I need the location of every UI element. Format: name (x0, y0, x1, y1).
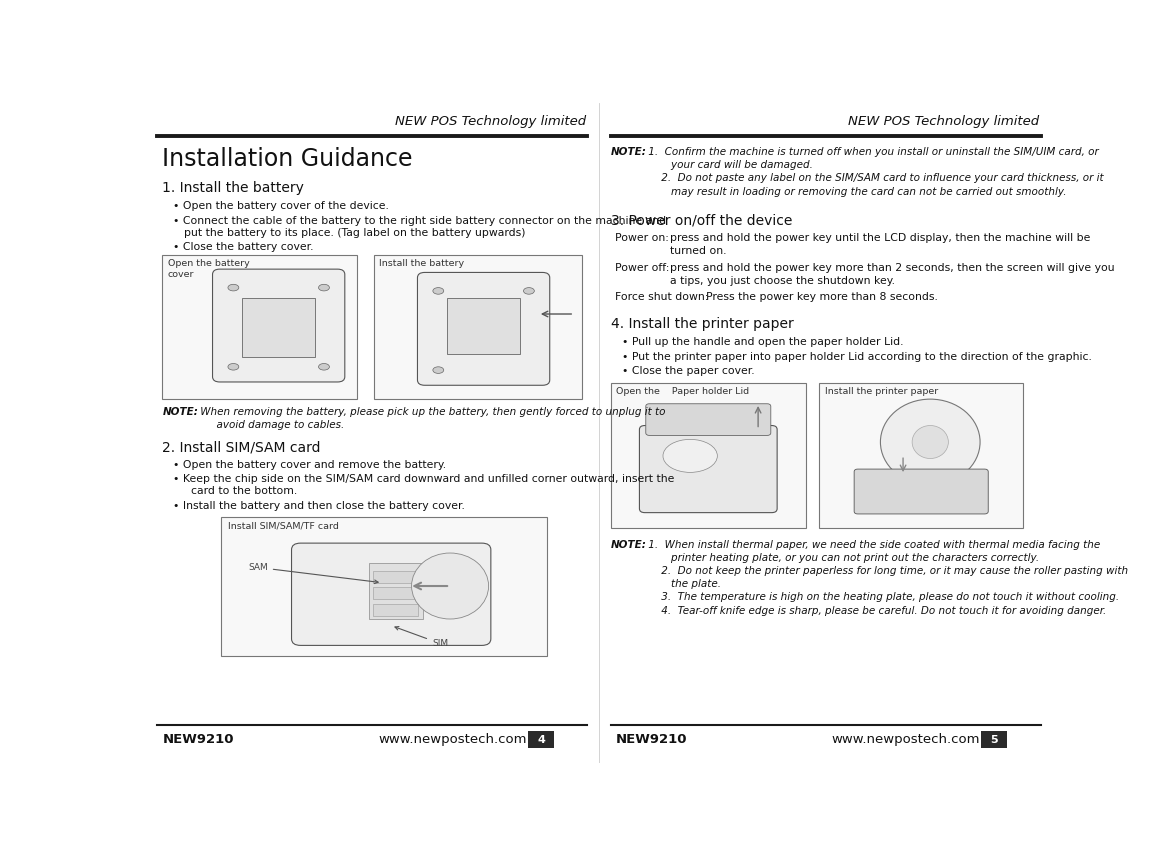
Bar (242, 297, 314, 357)
Ellipse shape (433, 288, 444, 294)
Text: Press the power key more than 8 seconds.: Press the power key more than 8 seconds. (706, 292, 938, 303)
Ellipse shape (228, 363, 238, 370)
Text: press and hold the power key more than 2 seconds, then the screen will give you: press and hold the power key more than 2… (670, 262, 1114, 273)
Text: 4.  Tear-off knife edge is sharp, please be careful. Do not touch it for avoidin: 4. Tear-off knife edge is sharp, please … (645, 606, 1107, 615)
Text: Open the    Paper holder Lid: Open the Paper holder Lid (616, 387, 749, 396)
Bar (611, 382, 805, 528)
Text: card to the bottom.: card to the bottom. (185, 486, 297, 496)
Bar (819, 382, 1023, 528)
Ellipse shape (524, 288, 534, 294)
Text: NOTE:: NOTE: (162, 407, 199, 417)
Bar (373, 604, 419, 615)
Text: 4. Install the printer paper: 4. Install the printer paper (611, 317, 794, 332)
Text: may result in loading or removing the card can not be carried out smoothly.: may result in loading or removing the ca… (645, 187, 1067, 196)
Ellipse shape (433, 367, 444, 374)
Text: put the battery to its place. (Tag label on the battery upwards): put the battery to its place. (Tag label… (185, 228, 526, 237)
Bar (368, 563, 423, 619)
Text: 1.  Confirm the machine is turned off when you install or uninstall the SIM/UIM : 1. Confirm the machine is turned off whe… (645, 147, 1099, 157)
Text: • Open the battery cover and remove the battery.: • Open the battery cover and remove the … (173, 460, 447, 470)
Ellipse shape (318, 363, 330, 370)
Text: Open the battery
cover: Open the battery cover (168, 259, 250, 279)
Text: SAM: SAM (248, 563, 378, 584)
Bar (373, 571, 419, 583)
Text: • Pull up the handle and open the paper holder Lid.: • Pull up the handle and open the paper … (622, 337, 904, 347)
Bar (448, 297, 520, 354)
Text: • Connect the cable of the battery to the right side battery connector on the ma: • Connect the cable of the battery to th… (173, 216, 666, 225)
Text: Install the battery: Install the battery (379, 259, 464, 268)
Text: the plate.: the plate. (645, 579, 721, 590)
Text: your card will be damaged.: your card will be damaged. (645, 160, 814, 171)
Text: Installation Guidance: Installation Guidance (162, 147, 413, 171)
Text: 3.  The temperature is high on the heating plate, please do not touch it without: 3. The temperature is high on the heatin… (645, 592, 1120, 602)
Text: NOTE:: NOTE: (611, 540, 646, 549)
Text: Power off:: Power off: (615, 262, 670, 273)
Text: NEW9210: NEW9210 (615, 733, 687, 746)
Text: 1. Install the battery: 1. Install the battery (162, 182, 304, 195)
Text: turned on.: turned on. (670, 246, 726, 256)
Text: 5: 5 (990, 734, 998, 745)
Ellipse shape (318, 285, 330, 291)
FancyBboxPatch shape (639, 426, 777, 512)
Text: Install the printer paper: Install the printer paper (824, 387, 938, 396)
Bar (373, 587, 419, 599)
Ellipse shape (228, 285, 238, 291)
Text: Power on:: Power on: (615, 233, 670, 243)
Text: • Open the battery cover of the device.: • Open the battery cover of the device. (173, 201, 389, 211)
FancyBboxPatch shape (291, 543, 491, 645)
Ellipse shape (880, 399, 980, 485)
Text: • Close the paper cover.: • Close the paper cover. (622, 366, 754, 376)
Text: • Install the battery and then close the battery cover.: • Install the battery and then close the… (173, 500, 465, 511)
Text: NEW POS Technology limited: NEW POS Technology limited (395, 115, 587, 128)
Bar (221, 518, 547, 656)
Text: 2.  Do not paste any label on the SIM/SAM card to influence your card thickness,: 2. Do not paste any label on the SIM/SAM… (645, 173, 1104, 183)
Text: 2. Install SIM/SAM card: 2. Install SIM/SAM card (162, 440, 321, 454)
Ellipse shape (411, 553, 489, 619)
Text: press and hold the power key until the LCD display, then the machine will be: press and hold the power key until the L… (670, 233, 1091, 243)
Text: SIM: SIM (395, 626, 448, 648)
Text: www.newpostech.com: www.newpostech.com (831, 733, 980, 746)
FancyBboxPatch shape (213, 269, 345, 382)
FancyBboxPatch shape (417, 273, 549, 386)
Bar (162, 255, 358, 399)
Text: When removing the battery, please pick up the battery, then gently forced to unp: When removing the battery, please pick u… (196, 407, 665, 417)
FancyBboxPatch shape (645, 404, 770, 435)
Text: 4: 4 (538, 734, 545, 745)
Text: Force shut down:: Force shut down: (615, 292, 708, 303)
Text: printer heating plate, or you can not print out the characters correctly.: printer heating plate, or you can not pr… (645, 553, 1039, 563)
Ellipse shape (663, 440, 718, 472)
Bar (528, 731, 554, 748)
Text: • Put the printer paper into paper holder Lid according to the direction of the : • Put the printer paper into paper holde… (622, 351, 1092, 362)
Text: • Keep the chip side on the SIM/SAM card downward and unfilled corner outward, i: • Keep the chip side on the SIM/SAM card… (173, 475, 675, 484)
Text: a tips, you just choose the shutdown key.: a tips, you just choose the shutdown key… (670, 276, 894, 285)
Text: www.newpostech.com: www.newpostech.com (378, 733, 527, 746)
Bar (374, 255, 582, 399)
Text: NOTE:: NOTE: (611, 147, 646, 157)
Ellipse shape (912, 426, 948, 458)
Text: • Close the battery cover.: • Close the battery cover. (173, 242, 313, 252)
Text: 2.  Do not keep the printer paperless for long time, or it may cause the roller : 2. Do not keep the printer paperless for… (645, 566, 1128, 576)
Text: avoid damage to cables.: avoid damage to cables. (196, 420, 344, 430)
Bar (982, 731, 1007, 748)
Text: NEW9210: NEW9210 (162, 733, 234, 746)
Text: Install SIM/SAM/TF card: Install SIM/SAM/TF card (228, 522, 339, 530)
Text: NEW POS Technology limited: NEW POS Technology limited (849, 115, 1039, 128)
FancyBboxPatch shape (855, 469, 988, 514)
Text: 1.  When install thermal paper, we need the side coated with thermal media facin: 1. When install thermal paper, we need t… (645, 540, 1100, 549)
Text: 3. Power on/off the device: 3. Power on/off the device (611, 213, 793, 227)
